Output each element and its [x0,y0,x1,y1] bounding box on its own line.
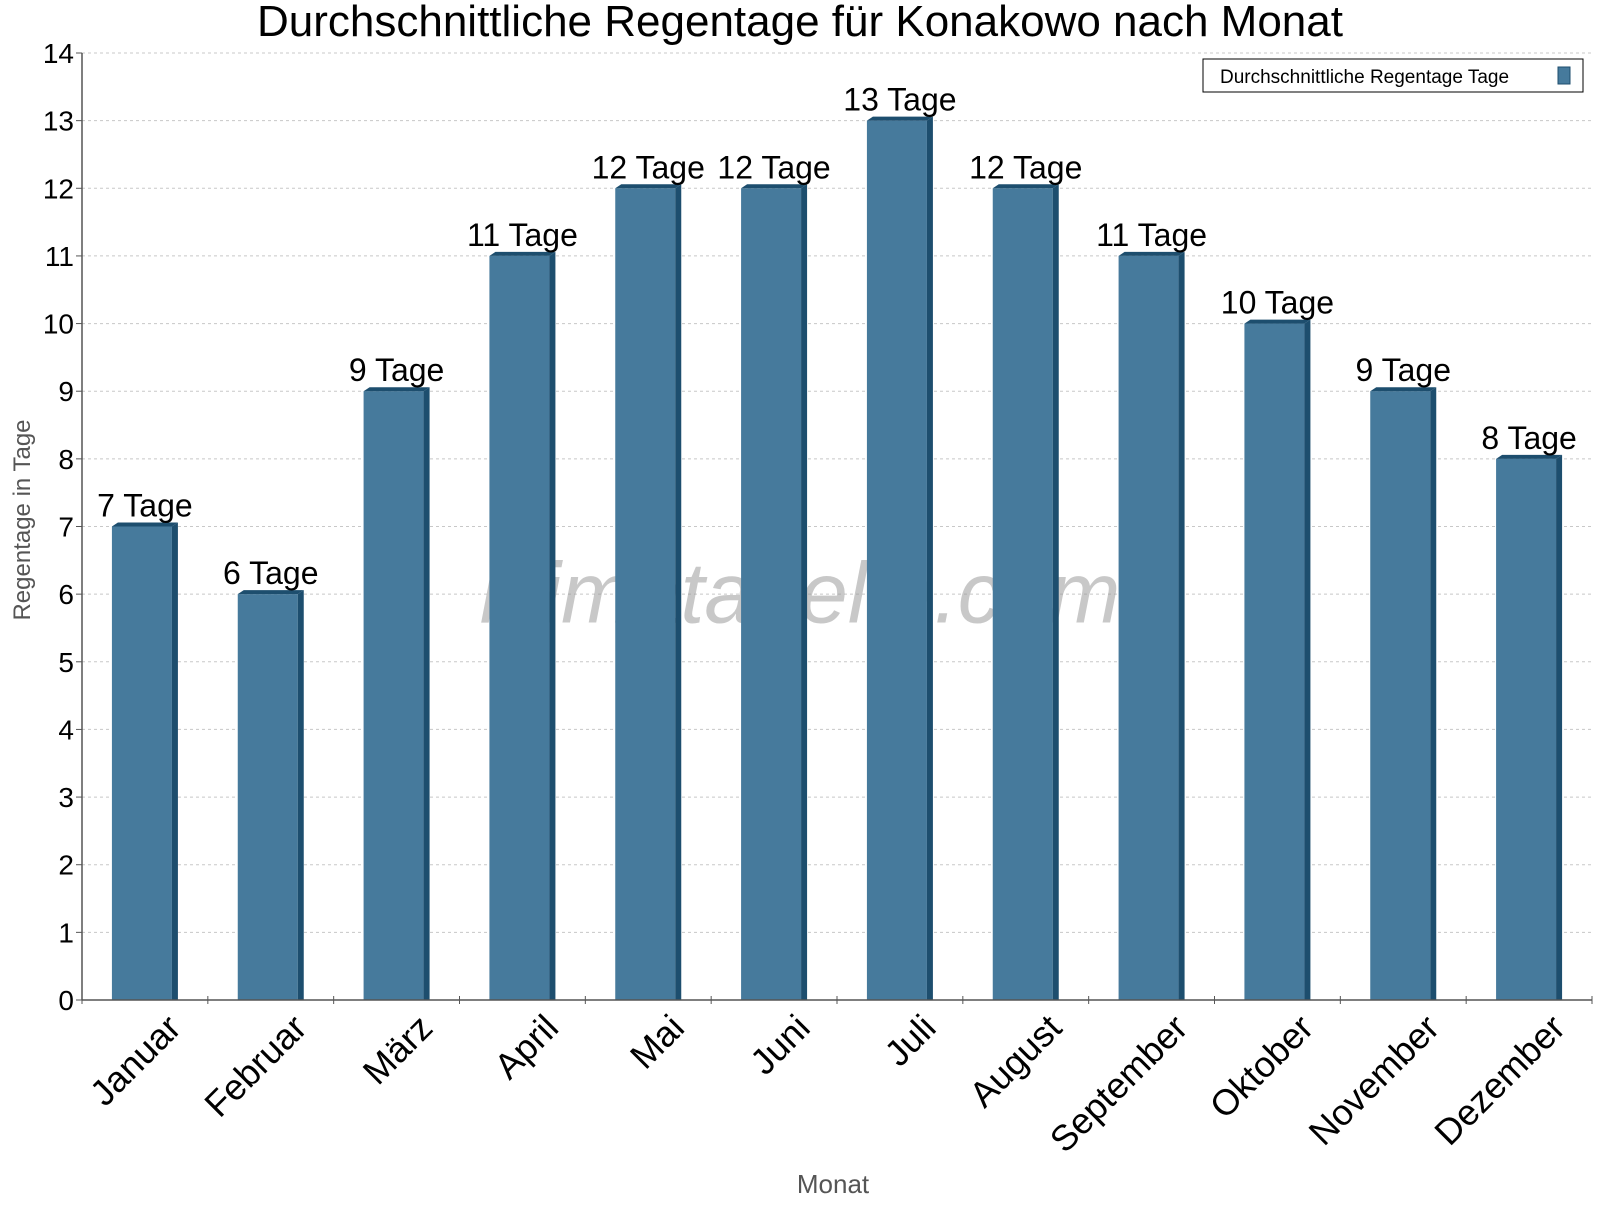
x-tick-label: Oktober [1202,1007,1322,1127]
bars [111,116,1563,1001]
bar-side [1430,387,1437,1000]
x-tick-label: Juli [876,1007,943,1074]
x-tick-label: September [1042,1007,1196,1161]
y-tick-label: 8 [58,444,74,475]
legend: Durchschnittliche Regentage Tage [1202,58,1584,93]
bar-side [171,522,178,1000]
data-label: 12 Tage [717,149,830,185]
bar-august [992,184,1059,1001]
bar-top [1118,251,1185,256]
data-label: 8 Tage [1481,420,1577,456]
bar-face [866,120,927,1000]
y-tick-label: 6 [58,579,74,610]
x-tick-label: November [1300,1007,1446,1153]
data-label: 11 Tage [467,217,578,253]
bar-side [423,387,430,1000]
bar-side [926,116,933,1000]
bar-side [1304,319,1311,1001]
x-tick-label: Juni [742,1007,818,1083]
data-label: 6 Tage [223,555,319,591]
y-tick-label: 5 [58,647,74,678]
bar-top [489,251,556,256]
bar-face [615,188,676,1001]
grid-lines [82,52,1592,933]
data-labels: 7 Tage 6 Tage 9 Tage 11 Tage 12 Tage 12 Tage 1… [97,82,1577,592]
bar-top [615,184,682,189]
bar-face [1244,323,1305,1001]
bar-top [363,387,430,392]
y-tick-label: 7 [58,512,74,543]
bar-side [297,590,304,1000]
bar-face [1370,391,1431,1000]
data-label: 12 Tage [969,149,1082,185]
y-tick-label: 13 [43,106,74,137]
bar-april [489,251,556,1000]
bar-juli [866,116,933,1000]
data-label: 9 Tage [349,352,445,388]
bar-side [801,184,808,1001]
legend-swatch [1557,66,1571,85]
bar-face [111,526,172,1000]
bar-top [992,184,1059,189]
bar-september [1118,251,1185,1000]
y-tick-label: 0 [58,985,74,1016]
y-tick-label: 12 [43,173,74,204]
bar-face [992,188,1053,1001]
data-label: 11 Tage [1096,217,1207,253]
y-axis-label: Regentage in Tage [9,419,36,620]
data-label: 12 Tage [592,149,705,185]
x-tick-label: Dezember [1426,1007,1572,1153]
bar-top [741,184,808,189]
bar-dezember [1496,454,1563,1000]
y-tick-label: 1 [58,917,74,948]
y-tick-label: 4 [58,714,74,745]
data-label: 10 Tage [1221,285,1334,321]
bar-top [111,522,178,527]
chart-title: Durchschnittliche Regentage für Konakowo… [257,0,1343,46]
bar-mai [615,184,682,1001]
bar-face [1118,255,1179,1000]
legend-label: Durchschnittliche Regentage Tage [1220,67,1509,88]
bar-side [675,184,682,1001]
y-tick-label: 14 [43,38,74,69]
data-label: 7 Tage [97,488,193,524]
bar-februar [237,590,304,1000]
bar-märz [363,387,430,1000]
x-tick-label: April [486,1007,566,1087]
bar-side [549,251,556,1000]
bar-side [1178,251,1185,1000]
bar-side [1052,184,1059,1001]
bar-face [1496,458,1557,1000]
bar-januar [111,522,178,1000]
bar-face [741,188,802,1001]
y-tick-label: 9 [58,376,74,407]
bar-face [363,391,424,1000]
legend-box [1202,58,1584,93]
bar-juni [741,184,808,1001]
y-tick-label: 2 [58,850,74,881]
bar-top [866,116,933,121]
bar-november [1370,387,1437,1000]
x-tick-label: August [961,1007,1069,1115]
x-tick-label: Februar [196,1007,314,1125]
y-tick-label: 3 [58,782,74,813]
data-label: 13 Tage [843,82,956,118]
y-tick-label: 11 [45,241,74,272]
x-tick-label: März [355,1007,441,1093]
bar-oktober [1244,319,1311,1001]
x-axis-label: Monat [797,1169,870,1199]
y-tick-label: 10 [43,309,74,340]
data-label: 9 Tage [1356,352,1452,388]
bar-face [237,594,298,1000]
x-tick-label: Mai [622,1007,692,1077]
bar-top [237,590,304,595]
bar-top [1370,387,1437,392]
bar-side [1556,454,1563,1000]
bar-top [1244,319,1311,324]
bar-top [1496,454,1563,459]
bar-face [489,255,550,1000]
x-tick-label: Januar [82,1007,189,1114]
